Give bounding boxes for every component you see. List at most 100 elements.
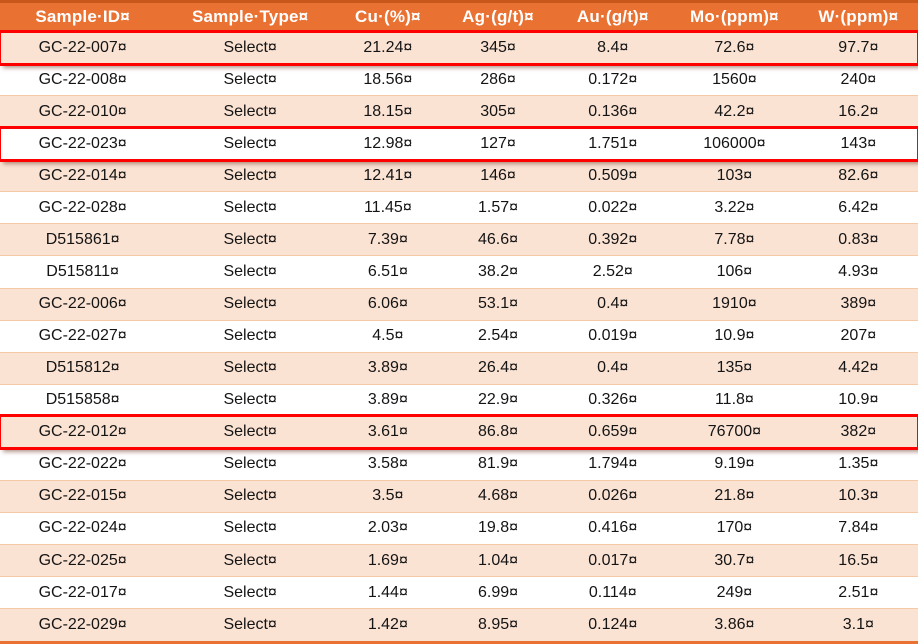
table-cell[interactable]: 2.03¤ [335,511,441,545]
table-cell[interactable]: 0.026¤ [555,479,671,513]
table-cell[interactable]: Select¤ [165,63,336,96]
table-cell[interactable]: Select¤ [165,159,336,192]
table-cell[interactable]: 38.2¤ [440,255,556,288]
table-cell[interactable]: 0.124¤ [555,608,671,644]
table-cell[interactable]: 1.44¤ [335,576,441,609]
table-cell[interactable]: Select¤ [165,223,336,256]
column-header[interactable]: Sample·Type¤ [165,0,336,32]
table-cell[interactable]: Select¤ [165,191,336,224]
table-cell[interactable]: 26.4¤ [440,351,556,385]
table-cell[interactable]: 1.751¤ [555,127,671,160]
table-cell[interactable]: 106¤ [670,255,799,288]
table-cell[interactable]: GC-22-027¤ [0,319,166,353]
table-cell[interactable]: 2.54¤ [440,319,556,353]
table-cell[interactable]: 8.4¤ [555,31,671,64]
column-header[interactable]: Sample·ID¤ [0,0,166,32]
column-header[interactable]: Au·(g/t)¤ [555,0,671,32]
table-cell[interactable]: GC-22-029¤ [0,608,166,644]
table-cell[interactable]: 135¤ [670,351,799,385]
table-cell[interactable]: 3.5¤ [335,479,441,513]
table-cell[interactable]: 1.04¤ [440,543,556,577]
table-cell[interactable]: 3.89¤ [335,351,441,385]
table-cell[interactable]: 382¤ [798,416,918,449]
table-cell[interactable]: 305¤ [440,95,556,128]
table-cell[interactable]: 0.136¤ [555,95,671,128]
table-cell[interactable]: 21.24¤ [335,31,441,64]
table-cell[interactable]: 0.022¤ [555,191,671,224]
table-cell[interactable]: 7.84¤ [798,511,918,545]
table-cell[interactable]: 4.93¤ [798,255,918,288]
table-cell[interactable]: 207¤ [798,319,918,353]
table-cell[interactable]: Select¤ [165,543,336,577]
table-cell[interactable]: D515861¤ [0,223,166,256]
table-cell[interactable]: 72.6¤ [670,31,799,64]
table-cell[interactable]: 1.794¤ [555,447,671,481]
table-cell[interactable]: 0.172¤ [555,63,671,96]
table-cell[interactable]: 10.3¤ [798,479,918,513]
table-cell[interactable]: 0.114¤ [555,576,671,609]
table-cell[interactable]: 9.19¤ [670,447,799,481]
column-header[interactable]: Ag·(g/t)¤ [440,0,556,32]
table-cell[interactable]: 0.392¤ [555,223,671,256]
table-cell[interactable]: 12.98¤ [335,127,441,160]
table-cell[interactable]: 6.06¤ [335,287,441,321]
table-cell[interactable]: 0.509¤ [555,159,671,192]
table-cell[interactable]: 1560¤ [670,63,799,96]
table-cell[interactable]: Select¤ [165,351,336,385]
table-cell[interactable]: 3.61¤ [335,416,441,449]
table-cell[interactable]: Select¤ [165,383,336,417]
table-cell[interactable]: GC-22-007¤ [0,31,166,64]
table-cell[interactable]: 10.9¤ [798,383,918,417]
table-cell[interactable]: Select¤ [165,255,336,288]
table-cell[interactable]: D515811¤ [0,255,166,288]
table-cell[interactable]: Select¤ [165,127,336,160]
table-cell[interactable]: D515812¤ [0,351,166,385]
table-cell[interactable]: 30.7¤ [670,543,799,577]
table-cell[interactable]: Select¤ [165,31,336,64]
table-cell[interactable]: 106000¤ [670,127,799,160]
table-cell[interactable]: 286¤ [440,63,556,96]
table-cell[interactable]: 0.659¤ [555,416,671,449]
table-cell[interactable]: Select¤ [165,319,336,353]
table-cell[interactable]: GC-22-010¤ [0,95,166,128]
table-cell[interactable]: 0.326¤ [555,383,671,417]
table-cell[interactable]: 249¤ [670,576,799,609]
table-cell[interactable]: Select¤ [165,447,336,481]
table-cell[interactable]: 2.52¤ [555,255,671,288]
table-cell[interactable]: 345¤ [440,31,556,64]
column-header[interactable]: Cu·(%)¤ [335,0,441,32]
table-cell[interactable]: 46.6¤ [440,223,556,256]
table-cell[interactable]: 16.5¤ [798,543,918,577]
table-cell[interactable]: 10.9¤ [670,319,799,353]
table-cell[interactable]: 86.8¤ [440,416,556,449]
table-cell[interactable]: 12.41¤ [335,159,441,192]
table-cell[interactable]: 18.15¤ [335,95,441,128]
table-cell[interactable]: GC-22-014¤ [0,159,166,192]
table-cell[interactable]: 170¤ [670,511,799,545]
table-cell[interactable]: 3.86¤ [670,608,799,644]
table-cell[interactable]: Select¤ [165,479,336,513]
table-cell[interactable]: 1.42¤ [335,608,441,644]
table-cell[interactable]: 103¤ [670,159,799,192]
table-cell[interactable]: D515858¤ [0,383,166,417]
table-cell[interactable]: 3.58¤ [335,447,441,481]
table-cell[interactable]: 8.95¤ [440,608,556,644]
table-cell[interactable]: 7.39¤ [335,223,441,256]
table-cell[interactable]: 22.9¤ [440,383,556,417]
table-cell[interactable]: 53.1¤ [440,287,556,321]
table-cell[interactable]: 4.68¤ [440,479,556,513]
table-cell[interactable]: 3.22¤ [670,191,799,224]
table-cell[interactable]: 11.45¤ [335,191,441,224]
table-cell[interactable]: 16.2¤ [798,95,918,128]
table-cell[interactable]: Select¤ [165,511,336,545]
table-cell[interactable]: Select¤ [165,576,336,609]
table-cell[interactable]: 0.019¤ [555,319,671,353]
table-cell[interactable]: GC-22-024¤ [0,511,166,545]
table-cell[interactable]: 7.78¤ [670,223,799,256]
table-cell[interactable]: Select¤ [165,287,336,321]
table-cell[interactable]: 127¤ [440,127,556,160]
table-cell[interactable]: 76700¤ [670,416,799,449]
table-cell[interactable]: GC-22-025¤ [0,543,166,577]
column-header[interactable]: W·(ppm)¤ [798,0,918,32]
table-cell[interactable]: Select¤ [165,95,336,128]
